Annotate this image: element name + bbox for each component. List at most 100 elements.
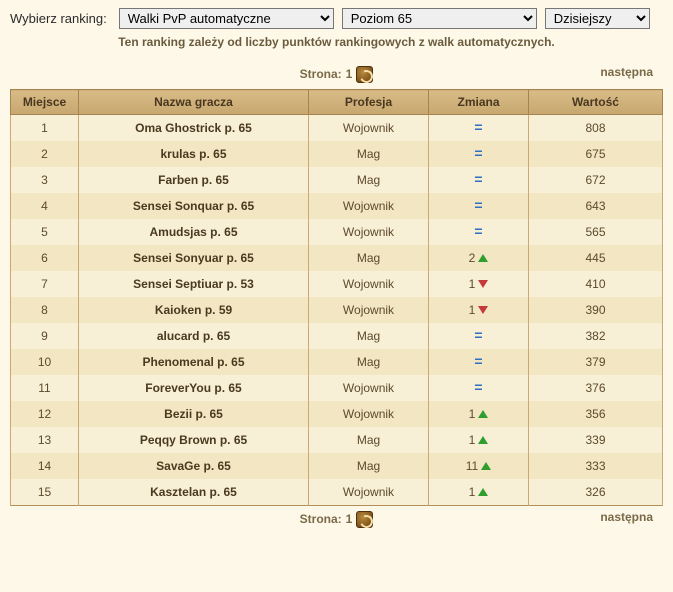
cell-profession: Mag [309,453,429,479]
change-same-icon: = [474,171,482,187]
filter-label: Wybierz ranking: [10,11,107,26]
cell-rank: 14 [11,453,79,479]
cell-value: 326 [529,479,663,506]
pager-bottom: Strona: 1 następna [10,508,663,530]
cell-value: 339 [529,427,663,453]
change-amount: 11 [466,459,478,473]
col-prof[interactable]: Profesja [309,90,429,115]
player-link[interactable]: krulas p. 65 [79,141,309,167]
cell-change: = [429,141,529,167]
change-up-icon [481,462,491,470]
cell-rank: 10 [11,349,79,375]
cell-rank: 2 [11,141,79,167]
pager-current: 1 [346,512,353,526]
player-link[interactable]: Phenomenal p. 65 [79,349,309,375]
player-link[interactable]: Bezii p. 65 [79,401,309,427]
player-link[interactable]: SavaGe p. 65 [79,453,309,479]
table-row: 4Sensei Sonquar p. 65Wojownik=643 [11,193,663,219]
cell-change: = [429,115,529,142]
change-up-icon [478,410,488,418]
player-link[interactable]: Farben p. 65 [79,167,309,193]
cell-value: 356 [529,401,663,427]
pager-top: Strona: 1 następna [10,63,663,85]
change-same-icon: = [474,119,482,135]
player-link[interactable]: Sensei Sonyuar p. 65 [79,245,309,271]
ranking-table: Miejsce Nazwa gracza Profesja Zmiana War… [10,89,663,506]
cell-value: 565 [529,219,663,245]
cell-rank: 9 [11,323,79,349]
cell-change: = [429,167,529,193]
col-value[interactable]: Wartość [529,90,663,115]
col-rank[interactable]: Miejsce [11,90,79,115]
change-same-icon: = [474,145,482,161]
change-same-icon: = [474,197,482,213]
table-row: 9alucard p. 65Mag=382 [11,323,663,349]
cell-profession: Wojownik [309,115,429,142]
cell-change: = [429,323,529,349]
cell-value: 410 [529,271,663,297]
change-amount: 1 [469,433,476,447]
level-select[interactable]: Poziom 65 [342,8,537,29]
change-up-icon [478,488,488,496]
table-row: 5Amudsjas p. 65Wojownik=565 [11,219,663,245]
cell-value: 390 [529,297,663,323]
ranking-subtitle: Ten ranking zależy od liczby punktów ran… [10,35,663,49]
cell-change: 1 [429,297,529,323]
cell-profession: Wojownik [309,401,429,427]
cell-value: 445 [529,245,663,271]
change-amount: 1 [469,277,476,291]
filter-bar: Wybierz ranking: Walki PvP automatyczne … [10,8,663,29]
cell-change: = [429,219,529,245]
ranking-select[interactable]: Walki PvP automatyczne [119,8,334,29]
player-link[interactable]: Amudsjas p. 65 [79,219,309,245]
cell-rank: 5 [11,219,79,245]
cell-value: 333 [529,453,663,479]
cell-change: 11 [429,453,529,479]
cell-value: 376 [529,375,663,401]
change-amount: 1 [469,303,476,317]
player-link[interactable]: ForeverYou p. 65 [79,375,309,401]
cell-value: 379 [529,349,663,375]
cell-change: 1 [429,401,529,427]
refresh-icon[interactable] [356,511,373,528]
cell-profession: Mag [309,323,429,349]
table-row: 14SavaGe p. 65Mag 11 333 [11,453,663,479]
cell-change: 1 [429,479,529,506]
cell-rank: 12 [11,401,79,427]
change-same-icon: = [474,353,482,369]
cell-rank: 15 [11,479,79,506]
change-down-icon [478,280,488,288]
table-row: 10Phenomenal p. 65Mag=379 [11,349,663,375]
cell-rank: 4 [11,193,79,219]
cell-value: 675 [529,141,663,167]
col-change[interactable]: Zmiana [429,90,529,115]
period-select[interactable]: Dzisiejszy [545,8,650,29]
cell-profession: Mag [309,245,429,271]
cell-profession: Mag [309,141,429,167]
pager-next-link[interactable]: następna [600,510,653,524]
cell-profession: Mag [309,167,429,193]
cell-rank: 8 [11,297,79,323]
cell-value: 643 [529,193,663,219]
player-link[interactable]: Sensei Septiuar p. 53 [79,271,309,297]
player-link[interactable]: Peqqy Brown p. 65 [79,427,309,453]
cell-change: 2 [429,245,529,271]
player-link[interactable]: Oma Ghostrick p. 65 [79,115,309,142]
table-row: 11ForeverYou p. 65Wojownik=376 [11,375,663,401]
player-link[interactable]: Sensei Sonquar p. 65 [79,193,309,219]
player-link[interactable]: alucard p. 65 [79,323,309,349]
player-link[interactable]: Kasztelan p. 65 [79,479,309,506]
change-down-icon [478,306,488,314]
pager-next-link[interactable]: następna [600,65,653,79]
player-link[interactable]: Kaioken p. 59 [79,297,309,323]
cell-change: = [429,193,529,219]
cell-profession: Wojownik [309,219,429,245]
cell-profession: Wojownik [309,479,429,506]
change-amount: 2 [469,251,476,265]
refresh-icon[interactable] [356,66,373,83]
table-row: 12Bezii p. 65Wojownik1356 [11,401,663,427]
col-name[interactable]: Nazwa gracza [79,90,309,115]
cell-change: 1 [429,271,529,297]
cell-value: 808 [529,115,663,142]
change-up-icon [478,254,488,262]
